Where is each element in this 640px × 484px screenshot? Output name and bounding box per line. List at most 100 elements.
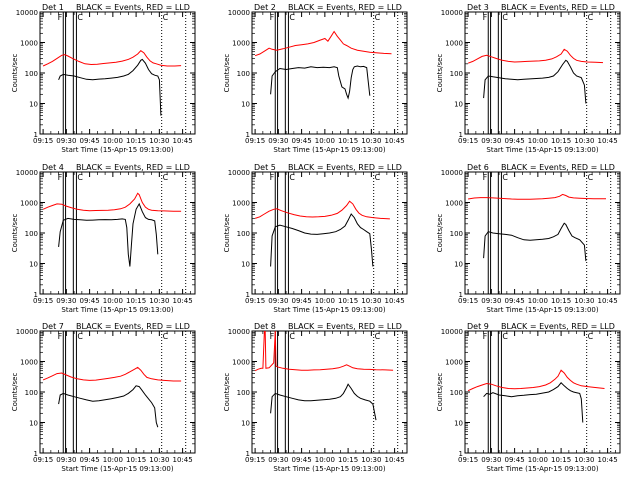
x-tick-label: 10:45 — [598, 297, 618, 305]
x-tick-label: 09:45 — [292, 297, 312, 305]
y-tick-label: 10 — [454, 420, 463, 428]
y-tick-label: 1 — [459, 450, 463, 458]
panel-4: Det 4 BLACK = Events, RED = LLD 1 10 100 1000… — [11, 163, 196, 314]
panel-9: Det 9 BLACK = Events, RED = LLD 1 10 100 1000… — [436, 322, 621, 473]
y-tick-label: 100 — [237, 70, 250, 78]
x-axis-label: Start Time (15-Apr-15 09:13:00) — [486, 465, 598, 473]
flag-label: C — [502, 13, 508, 22]
panel-title: Det 9 — [467, 322, 489, 331]
y-tick-label: 10000 — [228, 328, 250, 336]
y-tick-label: 1 — [34, 450, 38, 458]
y-tick-label: 100 — [450, 230, 463, 238]
panel-legend-text: BLACK = Events, RED = LLD — [288, 163, 402, 172]
events-series-line — [483, 382, 584, 423]
x-tick-label: 10:00 — [315, 297, 335, 305]
y-tick-label: 1000 — [445, 359, 463, 367]
x-tick-label: 09:30 — [481, 456, 501, 464]
flag-label: C — [163, 13, 169, 22]
x-tick-label: 10:30 — [149, 456, 169, 464]
y-axis-label: Counts/sec — [436, 214, 444, 253]
x-tick-label: 10:45 — [173, 297, 193, 305]
flag-label: C — [289, 173, 295, 182]
lld-series-line — [468, 193, 606, 200]
x-axis-label: Start Time (15-Apr-15 09:13:00) — [273, 465, 385, 473]
panel-1: Det 1 BLACK = Events, RED = LLD 1 10 100 1000… — [11, 3, 196, 154]
x-tick-label: 10:45 — [598, 137, 618, 145]
x-axis-label: Start Time (15-Apr-15 09:13:00) — [486, 146, 598, 154]
y-tick-label: 10000 — [16, 9, 38, 17]
flag-label: C — [375, 332, 381, 341]
x-tick-label: 10:00 — [103, 456, 123, 464]
x-tick-label: 09:45 — [505, 456, 525, 464]
x-tick-label: 10:45 — [385, 456, 405, 464]
y-axis-label: Counts/sec — [11, 54, 19, 93]
x-axis-label: Start Time (15-Apr-15 09:13:00) — [486, 306, 598, 314]
x-tick-label: 10:15 — [126, 137, 146, 145]
y-tick-label: 10000 — [441, 9, 463, 17]
flag-label: C — [289, 332, 295, 341]
y-tick-label: 100 — [450, 389, 463, 397]
x-tick-label: 10:30 — [361, 137, 381, 145]
flag-label: C — [375, 13, 381, 22]
x-tick-label: 09:30 — [56, 456, 76, 464]
flag-label: C — [588, 173, 594, 182]
y-tick-label: 10000 — [441, 328, 463, 336]
y-tick-label: 1 — [246, 291, 250, 299]
flag-label: C — [588, 13, 594, 22]
panel-legend-text: BLACK = Events, RED = LLD — [76, 163, 190, 172]
x-tick-label: 10:15 — [338, 297, 358, 305]
flag-label: C — [289, 13, 295, 22]
x-tick-label: 09:15 — [33, 456, 53, 464]
lld-series-line — [254, 200, 390, 220]
flag-label: F — [483, 332, 488, 341]
y-tick-label: 1 — [459, 131, 463, 139]
y-axis-label: Counts/sec — [436, 54, 444, 93]
flag-label: C — [77, 332, 83, 341]
panel-title: Det 2 — [254, 3, 276, 12]
flag-label: F — [58, 173, 63, 182]
x-tick-label: 10:15 — [551, 137, 571, 145]
y-tick-label: 1000 — [445, 200, 463, 208]
x-tick-label: 09:30 — [56, 137, 76, 145]
x-tick-label: 09:15 — [245, 456, 265, 464]
panel-2: Det 2 BLACK = Events, RED = LLD 1 10 100 1000… — [223, 3, 408, 154]
x-tick-label: 10:30 — [361, 456, 381, 464]
x-tick-label: 10:30 — [361, 297, 381, 305]
events-series-line — [270, 213, 374, 267]
x-tick-label: 09:45 — [80, 456, 100, 464]
lld-series-line — [254, 331, 394, 372]
flag-label: C — [502, 173, 508, 182]
x-tick-label: 10:00 — [103, 137, 123, 145]
y-tick-label: 1000 — [20, 359, 38, 367]
flag-label: C — [163, 332, 169, 341]
x-axis-label: Start Time (15-Apr-15 09:13:00) — [61, 306, 173, 314]
x-tick-label: 09:15 — [33, 297, 53, 305]
y-tick-label: 1 — [34, 131, 38, 139]
panel-title: Det 5 — [254, 163, 276, 172]
x-tick-label: 09:15 — [458, 137, 478, 145]
y-tick-label: 1 — [34, 291, 38, 299]
panel-title: Det 4 — [42, 163, 64, 172]
y-tick-label: 100 — [25, 230, 38, 238]
x-tick-label: 09:30 — [481, 297, 501, 305]
y-tick-label: 1000 — [445, 40, 463, 48]
y-axis-label: Counts/sec — [223, 54, 231, 93]
panel-title: Det 6 — [467, 163, 489, 172]
events-series-line — [483, 222, 587, 262]
x-axis-label: Start Time (15-Apr-15 09:13:00) — [273, 306, 385, 314]
x-tick-label: 10:30 — [574, 456, 594, 464]
panel-legend-text: BLACK = Events, RED = LLD — [76, 322, 190, 331]
flag-label: C — [77, 13, 83, 22]
y-tick-label: 100 — [450, 70, 463, 78]
x-tick-label: 10:00 — [528, 297, 548, 305]
events-series-line — [483, 59, 587, 104]
y-tick-label: 1000 — [20, 40, 38, 48]
y-axis-label: Counts/sec — [11, 373, 19, 412]
x-tick-label: 09:15 — [245, 297, 265, 305]
events-series-line — [58, 58, 162, 116]
y-axis-label: Counts/sec — [436, 373, 444, 412]
y-tick-label: 10 — [454, 101, 463, 109]
flag-label: C — [77, 173, 83, 182]
flag-label: C — [502, 332, 508, 341]
x-tick-label: 10:15 — [126, 456, 146, 464]
